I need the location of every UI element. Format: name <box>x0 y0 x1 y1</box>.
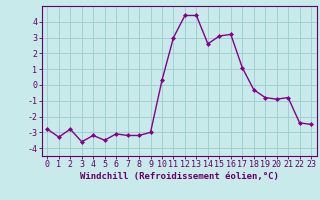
X-axis label: Windchill (Refroidissement éolien,°C): Windchill (Refroidissement éolien,°C) <box>80 172 279 181</box>
